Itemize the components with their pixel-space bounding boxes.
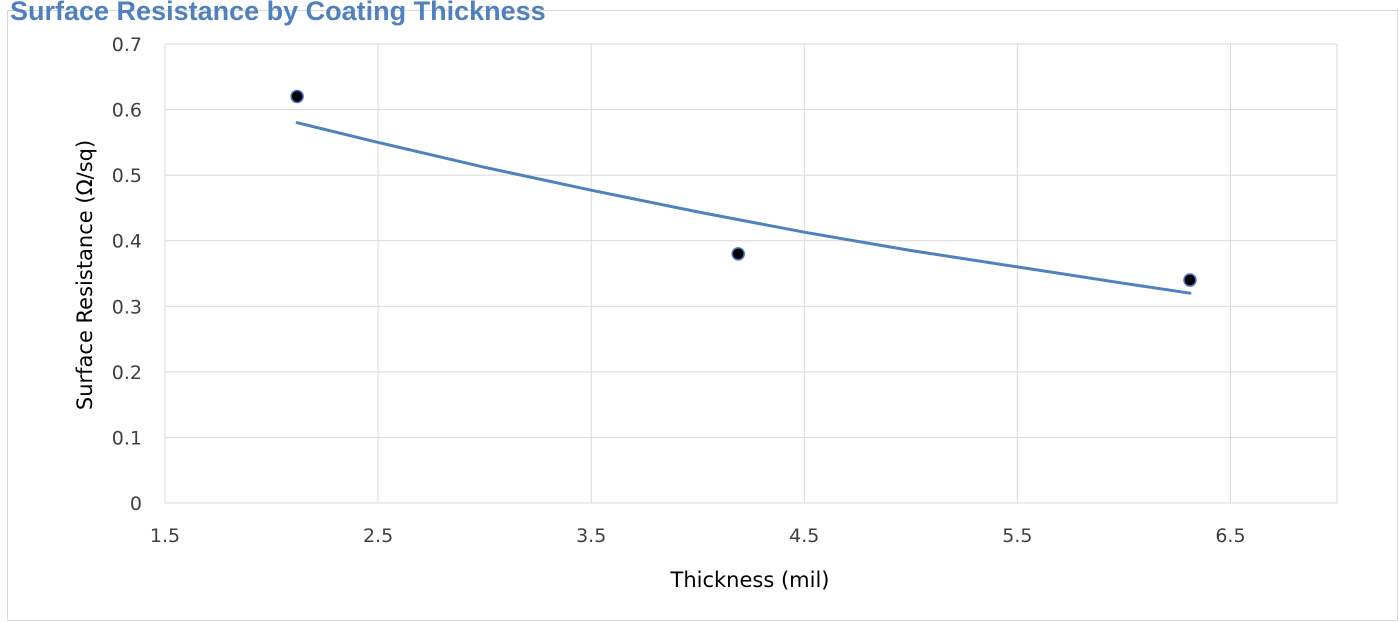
trendline	[295, 121, 1192, 295]
x-tick-label-0: 1.5	[150, 525, 180, 547]
y-tick-label-5: 0.5	[112, 165, 142, 187]
x-tick-label-1: 2.5	[363, 525, 393, 547]
y-tick-label-4: 0.4	[112, 231, 142, 253]
y-tick-label-2: 0.2	[112, 362, 142, 384]
data-point-0-0	[290, 89, 304, 104]
trendline-group	[295, 121, 1192, 295]
gridlines	[164, 43, 1338, 504]
y-tick-label-6: 0.6	[112, 100, 142, 122]
chart-frame: Surface Resistance by Coating Thickness	[7, 0, 1398, 621]
chart-title: Surface Resistance by Coating Thickness	[10, 0, 546, 26]
x-tick-label-4: 5.5	[1002, 525, 1032, 547]
y-tick-labels: 0 0.1 0.2 0.3 0.4 0.5 0.6 0.7	[112, 34, 142, 515]
x-tick-label-3: 4.5	[789, 525, 819, 547]
x-tick-labels: 1.5 2.5 3.5 4.5 5.5 6.5	[150, 525, 1246, 547]
y-axis-label: Surface Resistance (Ω/sq)	[73, 140, 97, 410]
y-tick-label-1: 0.1	[112, 427, 142, 449]
data-point-0-2	[1183, 273, 1197, 287]
data-point-0-1	[731, 247, 745, 261]
y-tick-label-0: 0	[130, 493, 142, 515]
y-tick-label-3: 0.3	[112, 296, 142, 318]
x-axis-label: Thickness (mil)	[670, 568, 830, 592]
y-tick-label-7: 0.7	[112, 34, 142, 56]
x-tick-label-2: 3.5	[576, 525, 606, 547]
x-tick-label-5: 6.5	[1215, 525, 1245, 547]
data-points	[290, 89, 1197, 287]
